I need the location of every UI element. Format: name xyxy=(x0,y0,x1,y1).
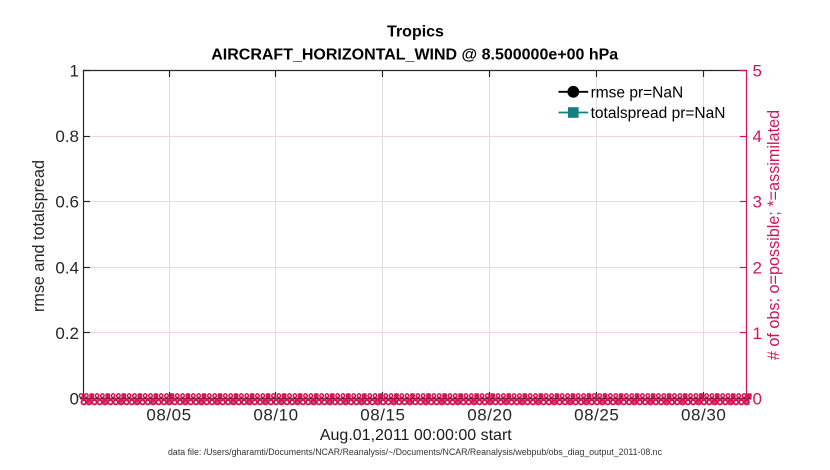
svg-text:0.2: 0.2 xyxy=(55,324,79,343)
svg-text:08/15: 08/15 xyxy=(360,406,405,425)
svg-text:totalspread pr=NaN: totalspread pr=NaN xyxy=(591,105,726,122)
svg-text:08/25: 08/25 xyxy=(574,406,619,425)
svg-text:0.4: 0.4 xyxy=(55,258,79,277)
svg-text:0.6: 0.6 xyxy=(55,193,79,212)
svg-text:08/20: 08/20 xyxy=(467,406,512,425)
svg-text:1: 1 xyxy=(753,324,762,343)
svg-text:4: 4 xyxy=(753,127,762,146)
svg-text:3: 3 xyxy=(753,193,762,212)
svg-text:# of obs: o=possible; *=assimi: # of obs: o=possible; *=assimilated xyxy=(765,110,783,360)
svg-text:0: 0 xyxy=(753,390,762,409)
svg-text:08/30: 08/30 xyxy=(681,406,726,425)
svg-text:Tropics: Tropics xyxy=(387,24,444,41)
svg-text:Aug.01,2011 00:00:00 start: Aug.01,2011 00:00:00 start xyxy=(320,427,512,444)
svg-text:AIRCRAFT_HORIZONTAL_WIND @ 8.5: AIRCRAFT_HORIZONTAL_WIND @ 8.500000e+00 … xyxy=(211,47,618,64)
svg-text:1: 1 xyxy=(70,62,79,81)
svg-text:data file: /Users/gharamti/Doc: data file: /Users/gharamti/Documents/NCA… xyxy=(168,447,663,457)
svg-text:5: 5 xyxy=(753,62,762,81)
svg-text:rmse and totalspread: rmse and totalspread xyxy=(30,160,48,312)
svg-text:08/05: 08/05 xyxy=(146,406,191,425)
svg-text:rmse pr=NaN: rmse pr=NaN xyxy=(591,84,684,101)
svg-text:0.8: 0.8 xyxy=(55,127,79,146)
svg-text:0: 0 xyxy=(70,390,79,409)
svg-text:08/10: 08/10 xyxy=(253,406,298,425)
svg-text:2: 2 xyxy=(753,258,762,277)
